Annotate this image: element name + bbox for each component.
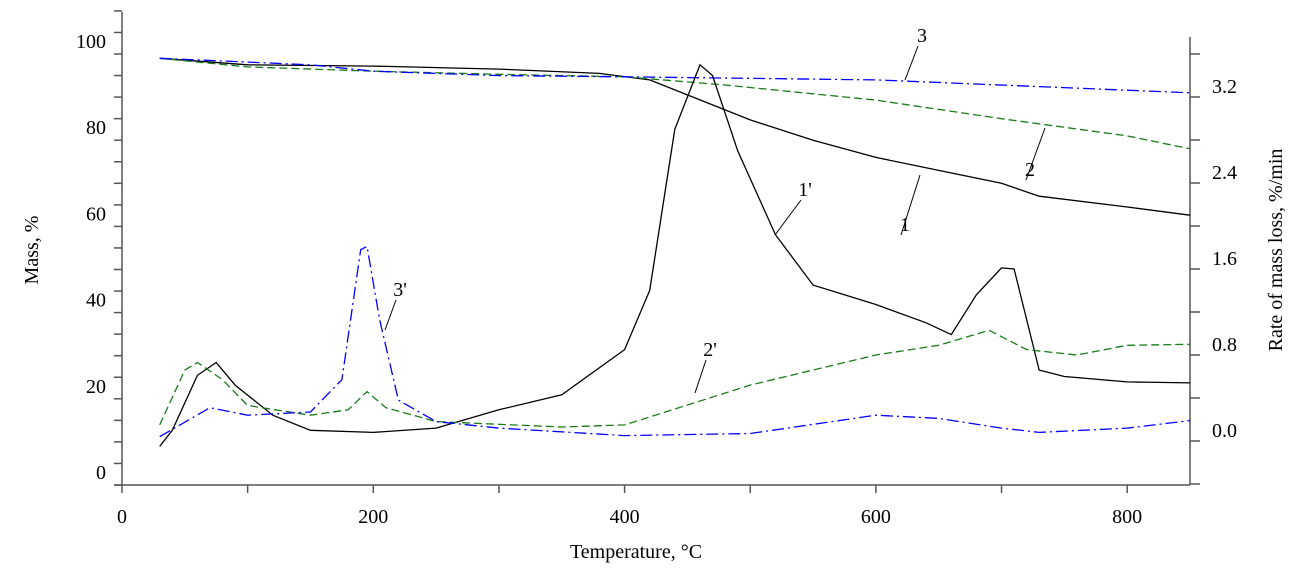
series-line-2 bbox=[159, 57, 1191, 150]
left-tick-label: 80 bbox=[86, 117, 106, 139]
right-tick-label: 3.2 bbox=[1212, 76, 1237, 98]
left-tick-label: 100 bbox=[76, 31, 106, 53]
right-tick-label: 0.0 bbox=[1212, 420, 1237, 442]
annotation-label: 2' bbox=[703, 339, 717, 361]
x-axis-label: Temperature, °C bbox=[570, 541, 702, 563]
left-tick-label: 60 bbox=[86, 203, 106, 225]
x-tick-label: 200 bbox=[358, 506, 388, 528]
annotation-leader bbox=[1025, 127, 1046, 181]
annotation-leader bbox=[900, 174, 921, 236]
x-tick-label: 600 bbox=[861, 506, 891, 528]
series-line-3-prime bbox=[159, 245, 1191, 438]
annotation-label: 2 bbox=[1025, 159, 1035, 181]
series-line-2-prime bbox=[159, 329, 1191, 428]
series-line-3 bbox=[159, 57, 1191, 94]
x-tick-label: 0 bbox=[117, 506, 127, 528]
left-tick-label: 0 bbox=[96, 462, 106, 484]
right-tick-label: 2.4 bbox=[1212, 162, 1237, 184]
annotation-leader bbox=[904, 45, 919, 81]
annotation-leader bbox=[384, 299, 397, 331]
annotation-label: 3' bbox=[393, 279, 407, 301]
annotation-leader bbox=[774, 199, 802, 236]
right-tick-label: 0.8 bbox=[1212, 334, 1237, 356]
left-tick-label: 40 bbox=[86, 290, 106, 312]
annotation-leader bbox=[694, 359, 707, 394]
y-axis-label: Mass, % bbox=[21, 216, 43, 285]
annotation-label: 1 bbox=[900, 214, 910, 236]
right-tick-label: 1.6 bbox=[1212, 248, 1237, 270]
series-line-1-prime bbox=[159, 63, 1191, 447]
x-tick-label: 400 bbox=[610, 506, 640, 528]
x-tick-label: 800 bbox=[1112, 506, 1142, 528]
annotation-label: 3 bbox=[917, 25, 927, 47]
y2-axis-label: Rate of mass loss, %/min bbox=[1265, 149, 1287, 352]
annotation-label: 1' bbox=[798, 179, 812, 201]
left-tick-label: 20 bbox=[86, 376, 106, 398]
series-line-1 bbox=[159, 57, 1191, 216]
